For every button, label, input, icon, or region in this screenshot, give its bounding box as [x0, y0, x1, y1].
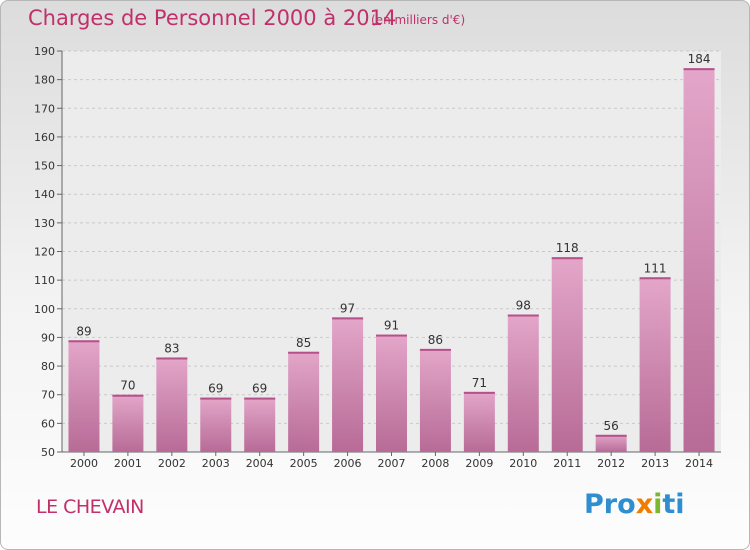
- data-label: 91: [384, 319, 399, 333]
- bar: [639, 277, 671, 452]
- bar: [463, 391, 495, 452]
- data-label: 70: [120, 379, 135, 393]
- x-tick-label: 2013: [641, 457, 669, 470]
- bar: [288, 351, 320, 452]
- logo-letter: o: [617, 489, 636, 520]
- logo-letter: r: [603, 489, 618, 520]
- proxiti-logo: Proxiti: [584, 489, 685, 520]
- data-label: 111: [644, 261, 667, 275]
- data-label: 118: [556, 241, 579, 255]
- y-tick-label: 70: [41, 389, 55, 402]
- logo-letter: t: [662, 489, 676, 520]
- y-tick-label: 180: [34, 74, 55, 87]
- x-tick-label: 2000: [70, 457, 98, 470]
- x-tick-label: 2014: [685, 457, 713, 470]
- x-tick-label: 2001: [114, 457, 142, 470]
- bar-cap: [244, 397, 276, 400]
- y-tick-label: 90: [41, 331, 55, 344]
- chart-subtitle: (en milliers d'€): [371, 13, 466, 27]
- y-tick-label: 190: [34, 45, 55, 58]
- chart-title: Charges de Personnel 2000 à 2014: [28, 6, 397, 30]
- bar-cap: [288, 351, 320, 354]
- bar-cap: [376, 334, 407, 337]
- bar: [244, 397, 276, 452]
- x-tick-label: 2006: [334, 457, 362, 470]
- data-label: 69: [252, 382, 267, 396]
- data-label: 97: [340, 301, 355, 315]
- bar-cap: [112, 394, 144, 397]
- bar: [595, 434, 627, 452]
- y-tick-label: 50: [41, 446, 55, 459]
- bar-cap: [200, 397, 232, 400]
- data-label: 83: [164, 341, 179, 355]
- bar-cap: [639, 277, 671, 280]
- bar-cap: [507, 314, 539, 317]
- y-tick-label: 60: [41, 417, 55, 430]
- bar: [200, 397, 232, 452]
- y-tick-label: 120: [34, 246, 55, 259]
- data-label: 98: [516, 299, 531, 313]
- y-tick-label: 140: [34, 188, 55, 201]
- location-label: LE CHEVAIN: [36, 496, 144, 518]
- bar-cap: [683, 68, 715, 71]
- data-label: 86: [428, 333, 443, 347]
- logo-letter: P: [584, 489, 604, 520]
- data-label: 89: [76, 324, 91, 338]
- y-tick-label: 170: [34, 102, 55, 115]
- data-label: 69: [208, 382, 223, 396]
- bar: [332, 317, 364, 452]
- y-tick-label: 150: [34, 160, 55, 173]
- bar-cap: [595, 434, 627, 437]
- bar: [683, 68, 715, 452]
- x-tick-label: 2005: [290, 457, 318, 470]
- bar: [376, 334, 407, 452]
- x-tick-label: 2003: [202, 457, 230, 470]
- logo-letter: i: [653, 489, 663, 520]
- data-label: 71: [472, 376, 487, 390]
- x-tick-label: 2008: [421, 457, 449, 470]
- logo-letter: i: [675, 489, 685, 520]
- x-tick-label: 2011: [553, 457, 581, 470]
- bar-cap: [463, 391, 495, 394]
- bar-cap: [156, 357, 188, 360]
- bar-cap: [419, 348, 451, 351]
- data-label: 56: [604, 419, 619, 433]
- logo-letter: x: [635, 489, 654, 520]
- bar: [551, 257, 583, 452]
- x-tick-label: 2004: [246, 457, 274, 470]
- y-tick-label: 160: [34, 131, 55, 144]
- x-tick-label: 2007: [378, 457, 406, 470]
- bar: [68, 340, 100, 452]
- x-tick-label: 2010: [509, 457, 537, 470]
- x-tick-label: 2002: [158, 457, 186, 470]
- bar: [419, 348, 451, 452]
- bar: [156, 357, 188, 452]
- y-tick-label: 100: [34, 303, 55, 316]
- x-tick-label: 2009: [465, 457, 493, 470]
- data-label: 85: [296, 336, 311, 350]
- y-tick-label: 110: [34, 274, 55, 287]
- y-tick-label: 130: [34, 217, 55, 230]
- bar-cap: [332, 317, 364, 320]
- bar-cap: [551, 257, 583, 260]
- data-label: 184: [688, 52, 711, 66]
- bar-cap: [68, 340, 100, 343]
- x-tick-label: 2012: [597, 457, 625, 470]
- bar: [112, 394, 144, 452]
- y-tick-label: 80: [41, 360, 55, 373]
- bar: [507, 314, 539, 452]
